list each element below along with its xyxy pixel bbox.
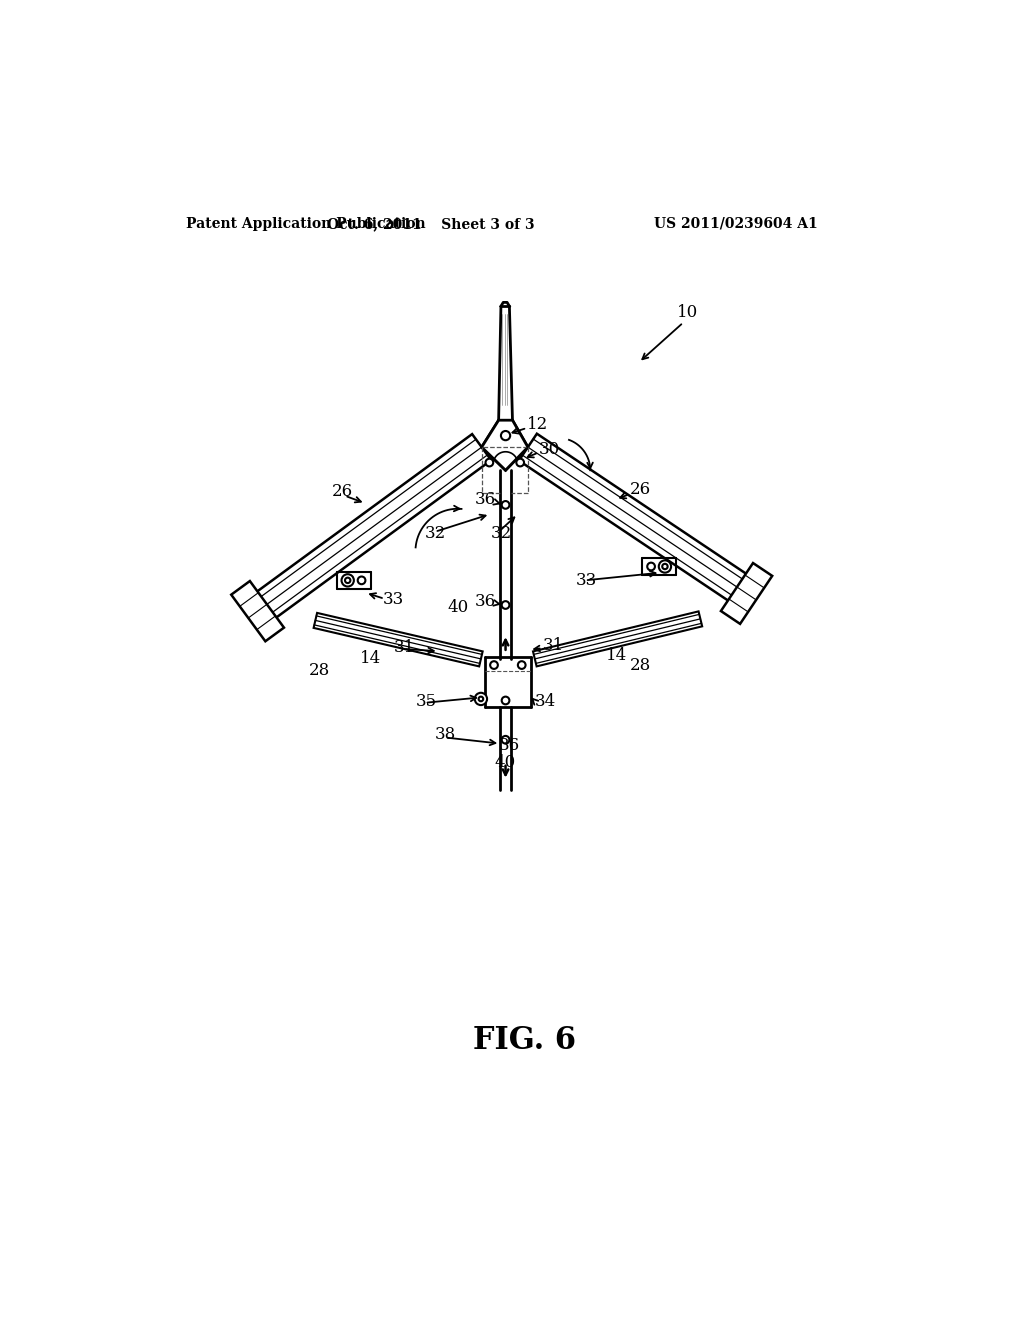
Circle shape	[501, 432, 510, 441]
Circle shape	[485, 458, 494, 466]
Polygon shape	[231, 581, 284, 642]
Circle shape	[345, 578, 350, 583]
Circle shape	[658, 560, 671, 573]
Text: 28: 28	[309, 661, 331, 678]
Circle shape	[502, 601, 509, 609]
Text: 26: 26	[333, 483, 353, 499]
Circle shape	[475, 693, 487, 705]
Text: 35: 35	[416, 693, 436, 710]
Text: 33: 33	[575, 572, 597, 589]
Text: 32: 32	[490, 525, 512, 543]
Text: 30: 30	[539, 441, 560, 458]
Polygon shape	[313, 612, 482, 667]
Circle shape	[502, 697, 509, 705]
Text: FIG. 6: FIG. 6	[473, 1024, 577, 1056]
Circle shape	[478, 697, 483, 701]
Text: 14: 14	[606, 647, 628, 664]
Circle shape	[518, 661, 525, 669]
Circle shape	[502, 737, 509, 743]
Text: 14: 14	[360, 651, 381, 668]
Circle shape	[647, 562, 655, 570]
Circle shape	[342, 574, 354, 586]
Text: 33: 33	[383, 591, 404, 609]
Text: 36: 36	[475, 491, 497, 508]
Text: 10: 10	[677, 304, 698, 321]
Polygon shape	[721, 564, 772, 624]
Polygon shape	[534, 611, 702, 667]
Text: 12: 12	[527, 416, 549, 433]
Text: Patent Application Publication: Patent Application Publication	[186, 216, 426, 231]
Circle shape	[663, 564, 668, 569]
Text: 38: 38	[435, 726, 456, 743]
Text: 40: 40	[494, 754, 515, 771]
Text: 34: 34	[535, 693, 556, 710]
Polygon shape	[481, 420, 528, 470]
Text: 32: 32	[425, 525, 445, 543]
Circle shape	[357, 577, 366, 585]
Circle shape	[490, 661, 498, 669]
Text: Oct. 6, 2011    Sheet 3 of 3: Oct. 6, 2011 Sheet 3 of 3	[327, 216, 535, 231]
Text: 36: 36	[475, 593, 497, 610]
Text: US 2011/0239604 A1: US 2011/0239604 A1	[654, 216, 818, 231]
Text: 31: 31	[394, 639, 415, 656]
Text: 31: 31	[543, 638, 564, 655]
Text: 28: 28	[630, 656, 651, 673]
Text: 26: 26	[630, 480, 650, 498]
Polygon shape	[519, 434, 756, 607]
Circle shape	[502, 502, 509, 508]
Text: 40: 40	[447, 599, 469, 616]
Text: 36: 36	[499, 737, 520, 754]
Circle shape	[516, 458, 524, 466]
Polygon shape	[248, 434, 492, 624]
